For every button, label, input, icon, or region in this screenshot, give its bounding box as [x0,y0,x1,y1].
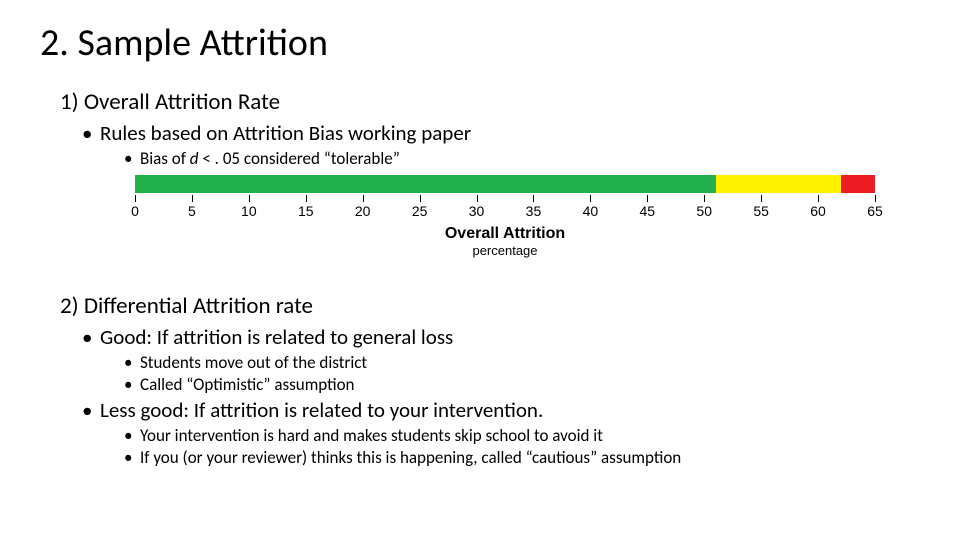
chart-tick-label: 50 [696,203,712,219]
section-2-heading: 2) Differential Attrition rate [60,292,910,320]
chart-tick-labels: 05101520253035404550556065 [135,203,875,221]
chart-tick-label: 20 [355,203,371,219]
chart-tick [818,195,819,202]
slide-title: 2. Sample Attrition [40,20,910,66]
chart-tick-label: 0 [131,203,139,219]
section-2-less-sub-1: Your intervention is hard and makes stud… [140,425,910,446]
chart-tick-label: 45 [640,203,656,219]
chart-tick-label: 10 [241,203,257,219]
chart-segment-1 [716,175,841,193]
chart-tick [647,195,648,202]
chart-tick [704,195,705,202]
chart-segment-2 [841,175,875,193]
chart-tick [306,195,307,202]
section-2-good-sub-1: Students move out of the district [140,352,910,373]
chart-tick-label: 25 [412,203,428,219]
chart-axis-title: Overall Attrition [120,225,890,243]
chart-tick [135,195,136,202]
chart-tick [249,195,250,202]
chart-tick [590,195,591,202]
chart-tick [533,195,534,202]
bias-text-pre: Bias of [140,148,190,169]
chart-tick-label: 60 [810,203,826,219]
section-2-good-sub-2: Called “Optimistic” assumption [140,374,910,395]
chart-tick [477,195,478,202]
chart-segment-0 [135,175,716,193]
section-2-less-good: Less good: If attrition is related to yo… [100,397,910,423]
attrition-chart: 0 5 10 15 20 25 30 35 40 45 50 55 60 65 Overall Attri… [120,175,890,258]
bias-text-post: < . 05 considered “tolerable” [199,148,400,169]
section-1-bullet-2: Bias of d < . 05 considered “tolerable” [140,148,910,169]
section-1-heading: 1) Overall Attrition Rate [60,88,910,116]
section-2-less-sub-2: If you (or your reviewer) thinks this is… [140,447,910,468]
chart-tick [192,195,193,202]
chart-tick-label: 15 [298,203,314,219]
chart-ticks [135,195,875,203]
chart-tick-label: 65 [867,203,883,219]
chart-tick-label: 40 [583,203,599,219]
chart-tick [875,195,876,202]
chart-axis-subtitle: percentage [120,243,890,258]
section-2-good: Good: If attrition is related to general… [100,324,910,350]
chart-tick [420,195,421,202]
chart-tick-label: 30 [469,203,485,219]
chart-tick-label: 35 [526,203,542,219]
chart-tick-label: 55 [753,203,769,219]
chart-bar [135,175,875,193]
chart-tick [761,195,762,202]
chart-tick [363,195,364,202]
section-1-bullet-1: Rules based on Attrition Bias working pa… [100,120,910,146]
bias-d-italic: d [190,148,199,169]
chart-tick-label: 5 [188,203,196,219]
